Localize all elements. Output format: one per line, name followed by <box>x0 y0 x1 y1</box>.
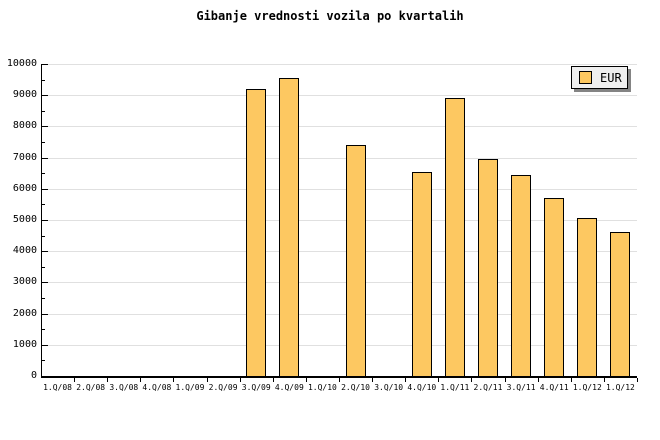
gridline <box>42 345 637 346</box>
y-major-tick <box>42 251 48 252</box>
y-major-tick <box>42 376 48 377</box>
chart-title: Gibanje vrednosti vozila po kvartalih <box>196 9 464 23</box>
x-axis-label: 3.Q/09 <box>241 383 271 392</box>
y-axis-label: 9000 <box>12 89 37 100</box>
x-axis-tick <box>637 378 638 382</box>
x-axis-tick <box>240 378 241 382</box>
y-axis-label: 2000 <box>12 308 37 319</box>
y-axis-label: 4000 <box>12 245 37 256</box>
y-minor-tick <box>42 329 45 330</box>
x-axis-tick <box>207 378 208 382</box>
x-axis-label: 1.Q/11 <box>440 383 470 392</box>
x-axis-label: 3.Q/11 <box>506 383 536 392</box>
y-axis-label: 6000 <box>12 183 37 194</box>
y-major-tick <box>42 95 48 96</box>
bar <box>246 89 266 376</box>
x-axis-tick <box>538 378 539 382</box>
y-axis-label: 0 <box>30 370 37 381</box>
x-axis-tick <box>604 378 605 382</box>
y-major-tick <box>42 345 48 346</box>
y-axis-line <box>41 64 42 376</box>
x-axis-tick <box>306 378 307 382</box>
x-axis-label: 2.Q/08 <box>76 383 106 392</box>
y-axis-label: 8000 <box>12 120 37 131</box>
x-axis-label: 2.Q/10 <box>341 383 370 392</box>
y-minor-tick <box>42 267 45 268</box>
x-axis-label: 4.Q/10 <box>407 383 437 392</box>
gridline <box>42 220 637 221</box>
y-major-tick <box>42 220 48 221</box>
x-axis-tick <box>173 378 174 382</box>
bar <box>610 232 630 376</box>
x-axis-label: 1.Q/08 <box>43 383 72 392</box>
y-major-tick <box>42 158 48 159</box>
y-axis-label: 5000 <box>12 214 37 225</box>
plot-area <box>41 64 637 378</box>
bar <box>412 172 432 376</box>
x-axis-tick <box>107 378 108 382</box>
legend-color-swatch <box>579 71 592 84</box>
gridline <box>42 282 637 283</box>
x-axis-tick <box>505 378 506 382</box>
x-axis-label: 3.Q/08 <box>109 383 139 392</box>
y-minor-tick <box>42 236 45 237</box>
y-minor-tick <box>42 360 45 361</box>
x-axis-label: 3.Q/10 <box>374 383 404 392</box>
x-axis-label: 1.Q/12 <box>572 383 602 392</box>
x-axis-label: 1.Q/12 <box>605 383 635 392</box>
bar <box>445 98 465 376</box>
x-axis-label: 4.Q/09 <box>274 383 304 392</box>
y-major-tick <box>42 126 48 127</box>
x-axis-tick <box>438 378 439 382</box>
x-axis-tick <box>74 378 75 382</box>
gridline <box>42 95 637 96</box>
x-axis-label: 2.Q/09 <box>208 383 238 392</box>
bar <box>544 198 564 376</box>
y-axis-label: 1000 <box>12 339 37 350</box>
gridline <box>42 189 637 190</box>
x-axis-label: 1.Q/09 <box>175 383 205 392</box>
x-axis-tick <box>571 378 572 382</box>
y-minor-tick <box>42 142 45 143</box>
bar <box>346 145 366 376</box>
gridline <box>42 64 637 65</box>
y-minor-tick <box>42 111 45 112</box>
x-axis-tick <box>471 378 472 382</box>
bar <box>279 78 299 376</box>
x-axis-label: 2.Q/11 <box>473 383 503 392</box>
y-major-tick <box>42 314 48 315</box>
y-axis-label: 3000 <box>12 276 37 287</box>
y-major-tick <box>42 189 48 190</box>
y-axis-label: 7000 <box>12 152 37 163</box>
legend-label: EUR <box>600 70 622 85</box>
y-major-tick <box>42 64 48 65</box>
y-axis-label: 10000 <box>6 58 37 69</box>
y-minor-tick <box>42 80 45 81</box>
bar <box>511 175 531 376</box>
y-minor-tick <box>42 173 45 174</box>
gridline <box>42 126 637 127</box>
x-axis-tick <box>140 378 141 382</box>
gridline <box>42 251 637 252</box>
bar <box>577 218 597 376</box>
x-axis-tick <box>405 378 406 382</box>
gridline <box>42 314 637 315</box>
x-axis-label: 1.Q/10 <box>307 383 337 392</box>
x-axis-tick <box>372 378 373 382</box>
y-minor-tick <box>42 298 45 299</box>
x-axis-label: 4.Q/11 <box>539 383 569 392</box>
legend: EUR <box>571 66 628 89</box>
bar <box>478 159 498 376</box>
gridline <box>42 158 637 159</box>
y-minor-tick <box>42 204 45 205</box>
x-axis-tick <box>339 378 340 382</box>
y-major-tick <box>42 282 48 283</box>
x-axis-label: 4.Q/08 <box>142 383 172 392</box>
x-axis-tick <box>273 378 274 382</box>
